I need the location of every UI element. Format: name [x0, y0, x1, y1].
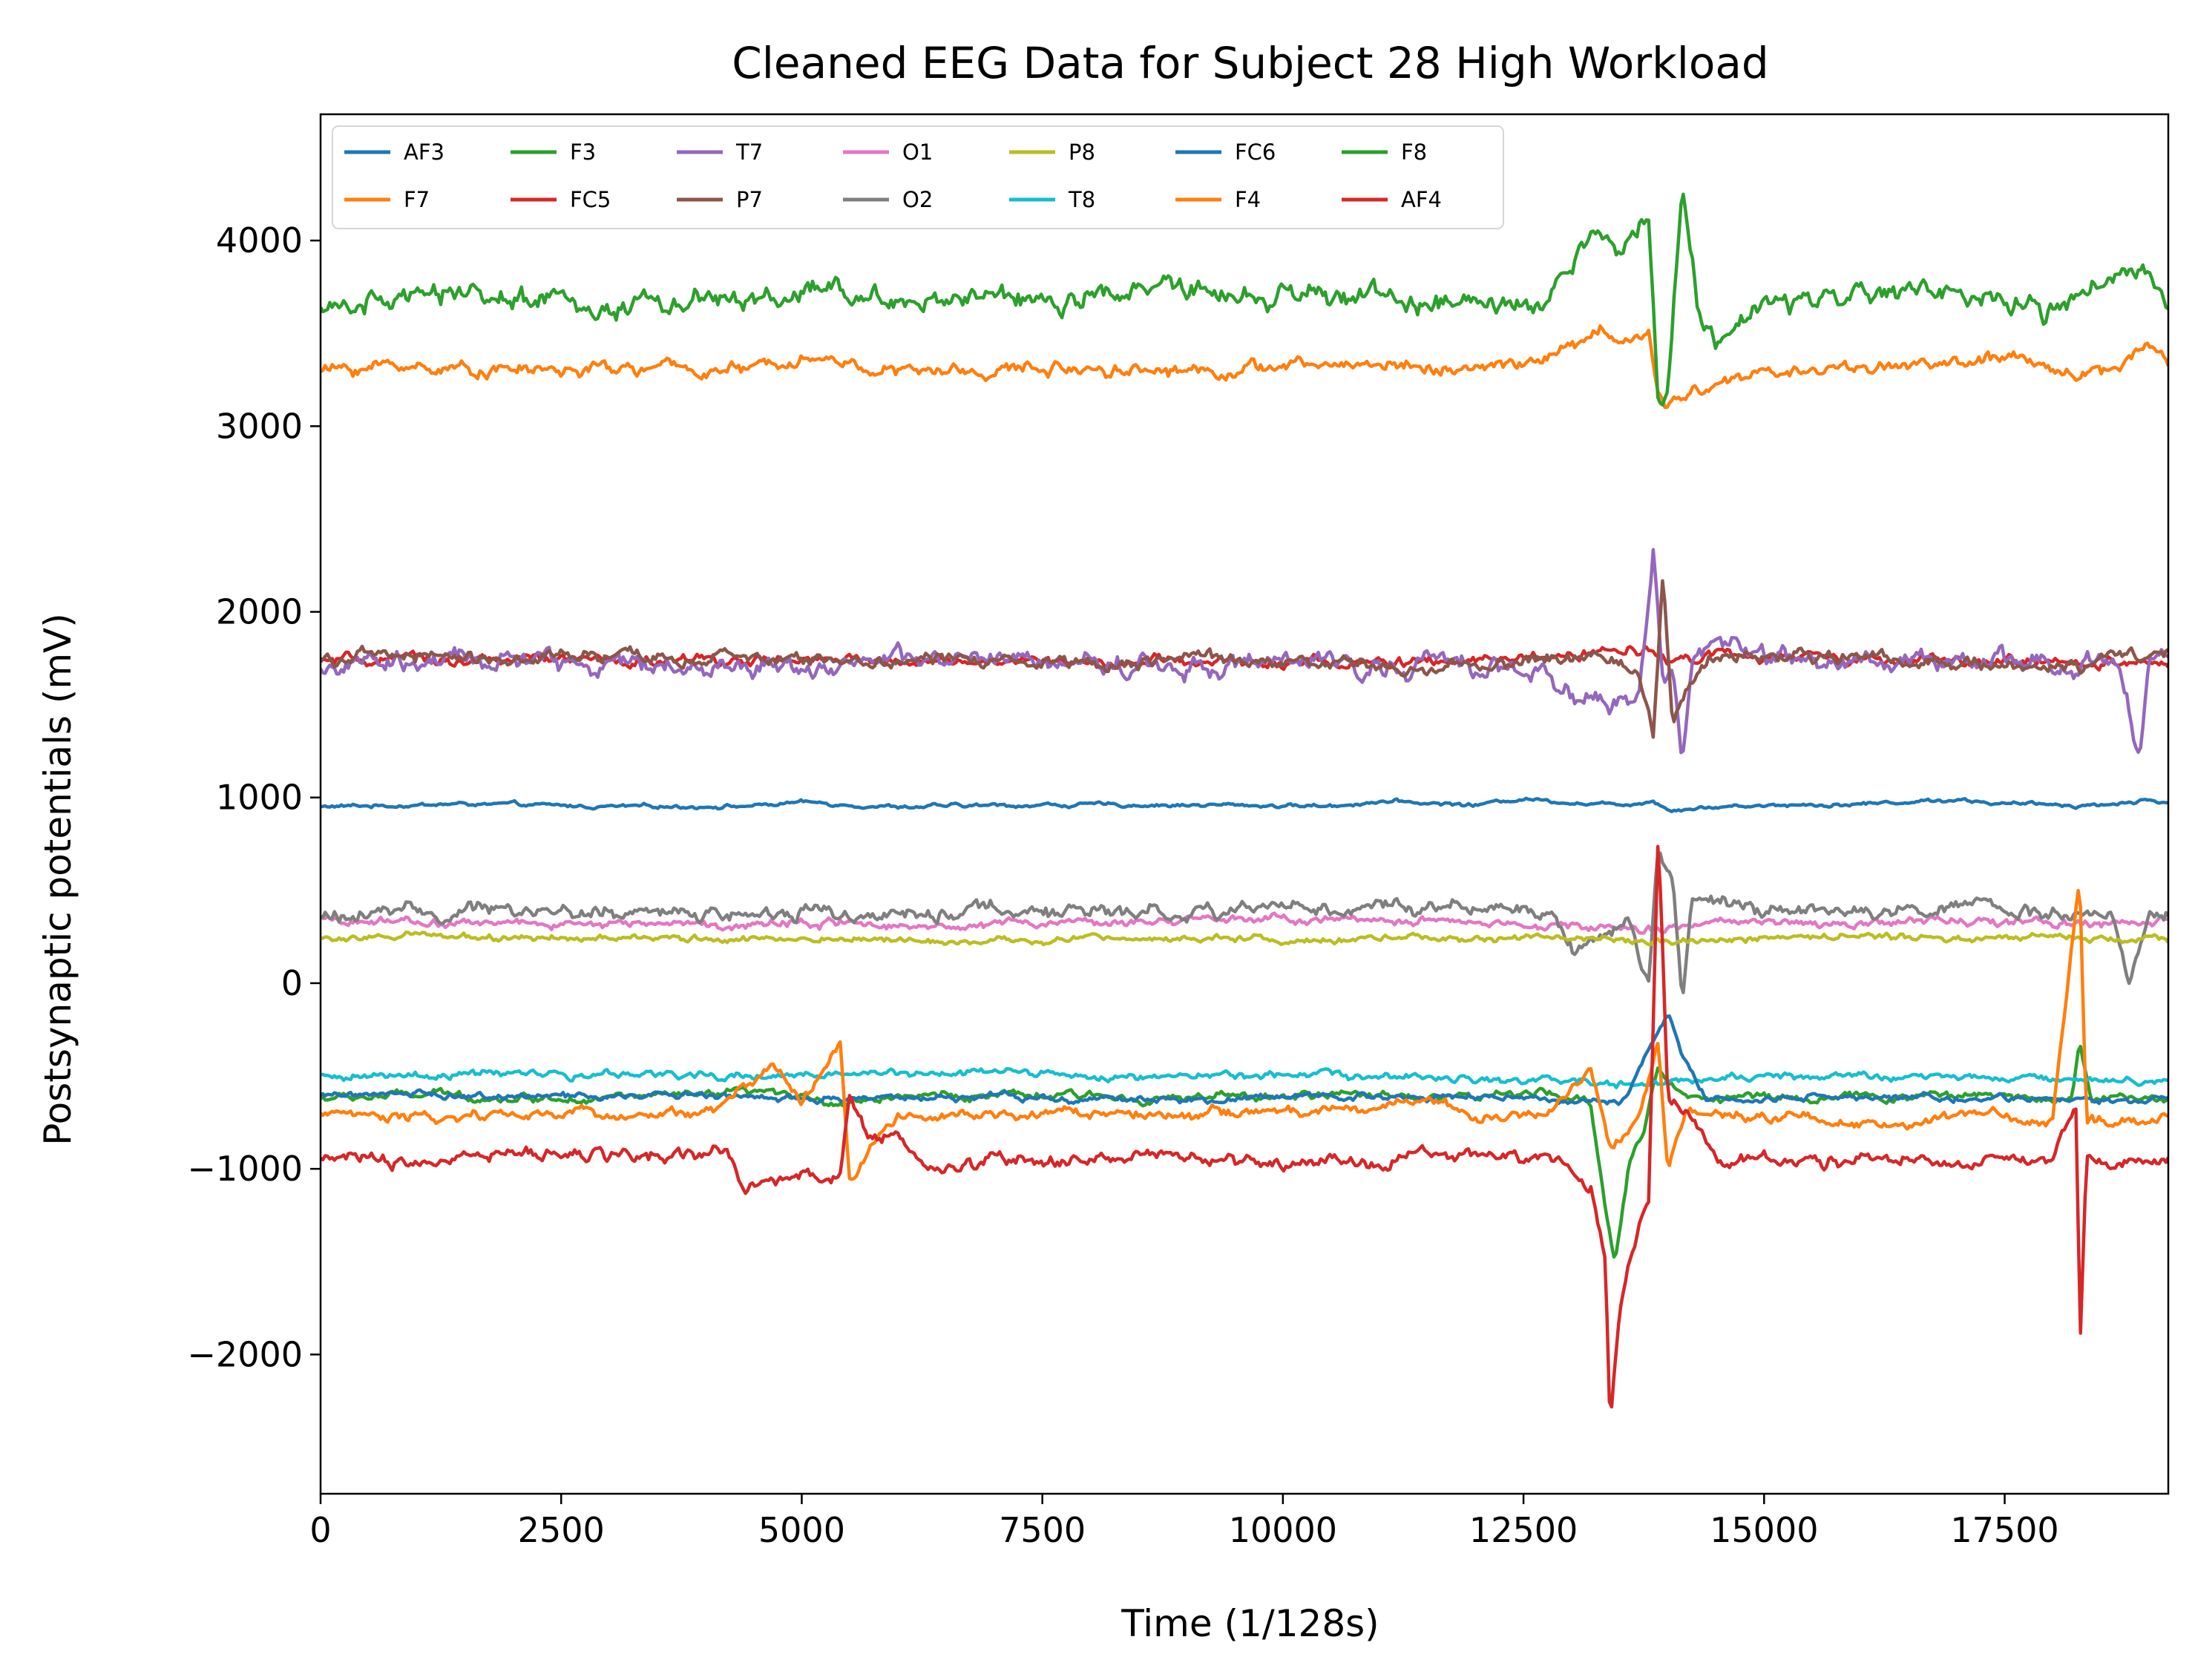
legend-label-o1: O1 — [902, 140, 933, 165]
chart-title: Cleaned EEG Data for Subject 28 High Wor… — [732, 38, 1768, 88]
legend-label-f3: F3 — [570, 140, 596, 165]
series-line-o1 — [321, 911, 2168, 935]
legend-label-p7: P7 — [736, 187, 763, 212]
series-line-p8 — [321, 930, 2168, 947]
axes-layer: 0 2500 5000 7500 10000 12500 15000 17500−2000−1… — [187, 113, 2170, 1550]
series-line-p7 — [321, 579, 2168, 739]
y-tick-label: −2000 — [187, 1334, 303, 1374]
series-line-f7 — [321, 324, 2168, 410]
y-tick-label: 4000 — [216, 220, 303, 260]
series-line-fc6 — [321, 1014, 2168, 1106]
x-tick-label: 7500 — [999, 1510, 1086, 1550]
y-tick-label: −1000 — [187, 1149, 303, 1189]
series-line-t7 — [321, 548, 2168, 755]
legend-label-af4: AF4 — [1401, 187, 1442, 212]
x-tick-label: 2500 — [518, 1510, 605, 1550]
legend-label-t8: T8 — [1068, 187, 1095, 212]
legend-label-fc6: FC6 — [1235, 140, 1276, 165]
series-layer — [321, 192, 2168, 1409]
y-axis-label: Postsynaptic potentials (mV) — [36, 613, 79, 1145]
legend-label-af3: AF3 — [404, 140, 444, 165]
x-tick-label: 12500 — [1469, 1510, 1578, 1550]
legend-label-f7: F7 — [404, 187, 430, 212]
x-tick-label: 15000 — [1710, 1510, 1818, 1550]
y-tick-label: 0 — [281, 963, 303, 1003]
x-tick-label: 0 — [309, 1510, 331, 1550]
legend-label-p8: P8 — [1069, 140, 1095, 165]
series-line-af3 — [321, 796, 2168, 813]
legend-label-o2: O2 — [902, 187, 933, 212]
legend-label-fc5: FC5 — [570, 187, 611, 212]
x-tick-label: 10000 — [1229, 1510, 1337, 1550]
legend: AF3 F7 F3 FC5 T7 P7 O1 O2 P8 T8 FC6 F4 F8 AF4 — [332, 125, 1504, 229]
legend-label-t7: T7 — [735, 140, 763, 165]
series-line-f4 — [321, 888, 2168, 1181]
x-tick-label: 17500 — [1950, 1510, 2058, 1550]
y-tick-label: 1000 — [216, 778, 303, 818]
legend-label-f8: F8 — [1401, 140, 1427, 165]
y-tick-label: 2000 — [216, 592, 303, 632]
y-tick-label: 3000 — [216, 406, 303, 446]
legend-label-f4: F4 — [1235, 187, 1261, 212]
x-tick-label: 5000 — [758, 1510, 845, 1550]
series-line-t8 — [321, 1066, 2168, 1089]
series-line-f8 — [321, 192, 2168, 407]
series-line-af4 — [321, 844, 2168, 1409]
x-axis-label: Time (1/128s) — [1121, 1602, 1379, 1645]
plot-frame — [319, 113, 2170, 1495]
series-line-o2 — [321, 851, 2168, 994]
